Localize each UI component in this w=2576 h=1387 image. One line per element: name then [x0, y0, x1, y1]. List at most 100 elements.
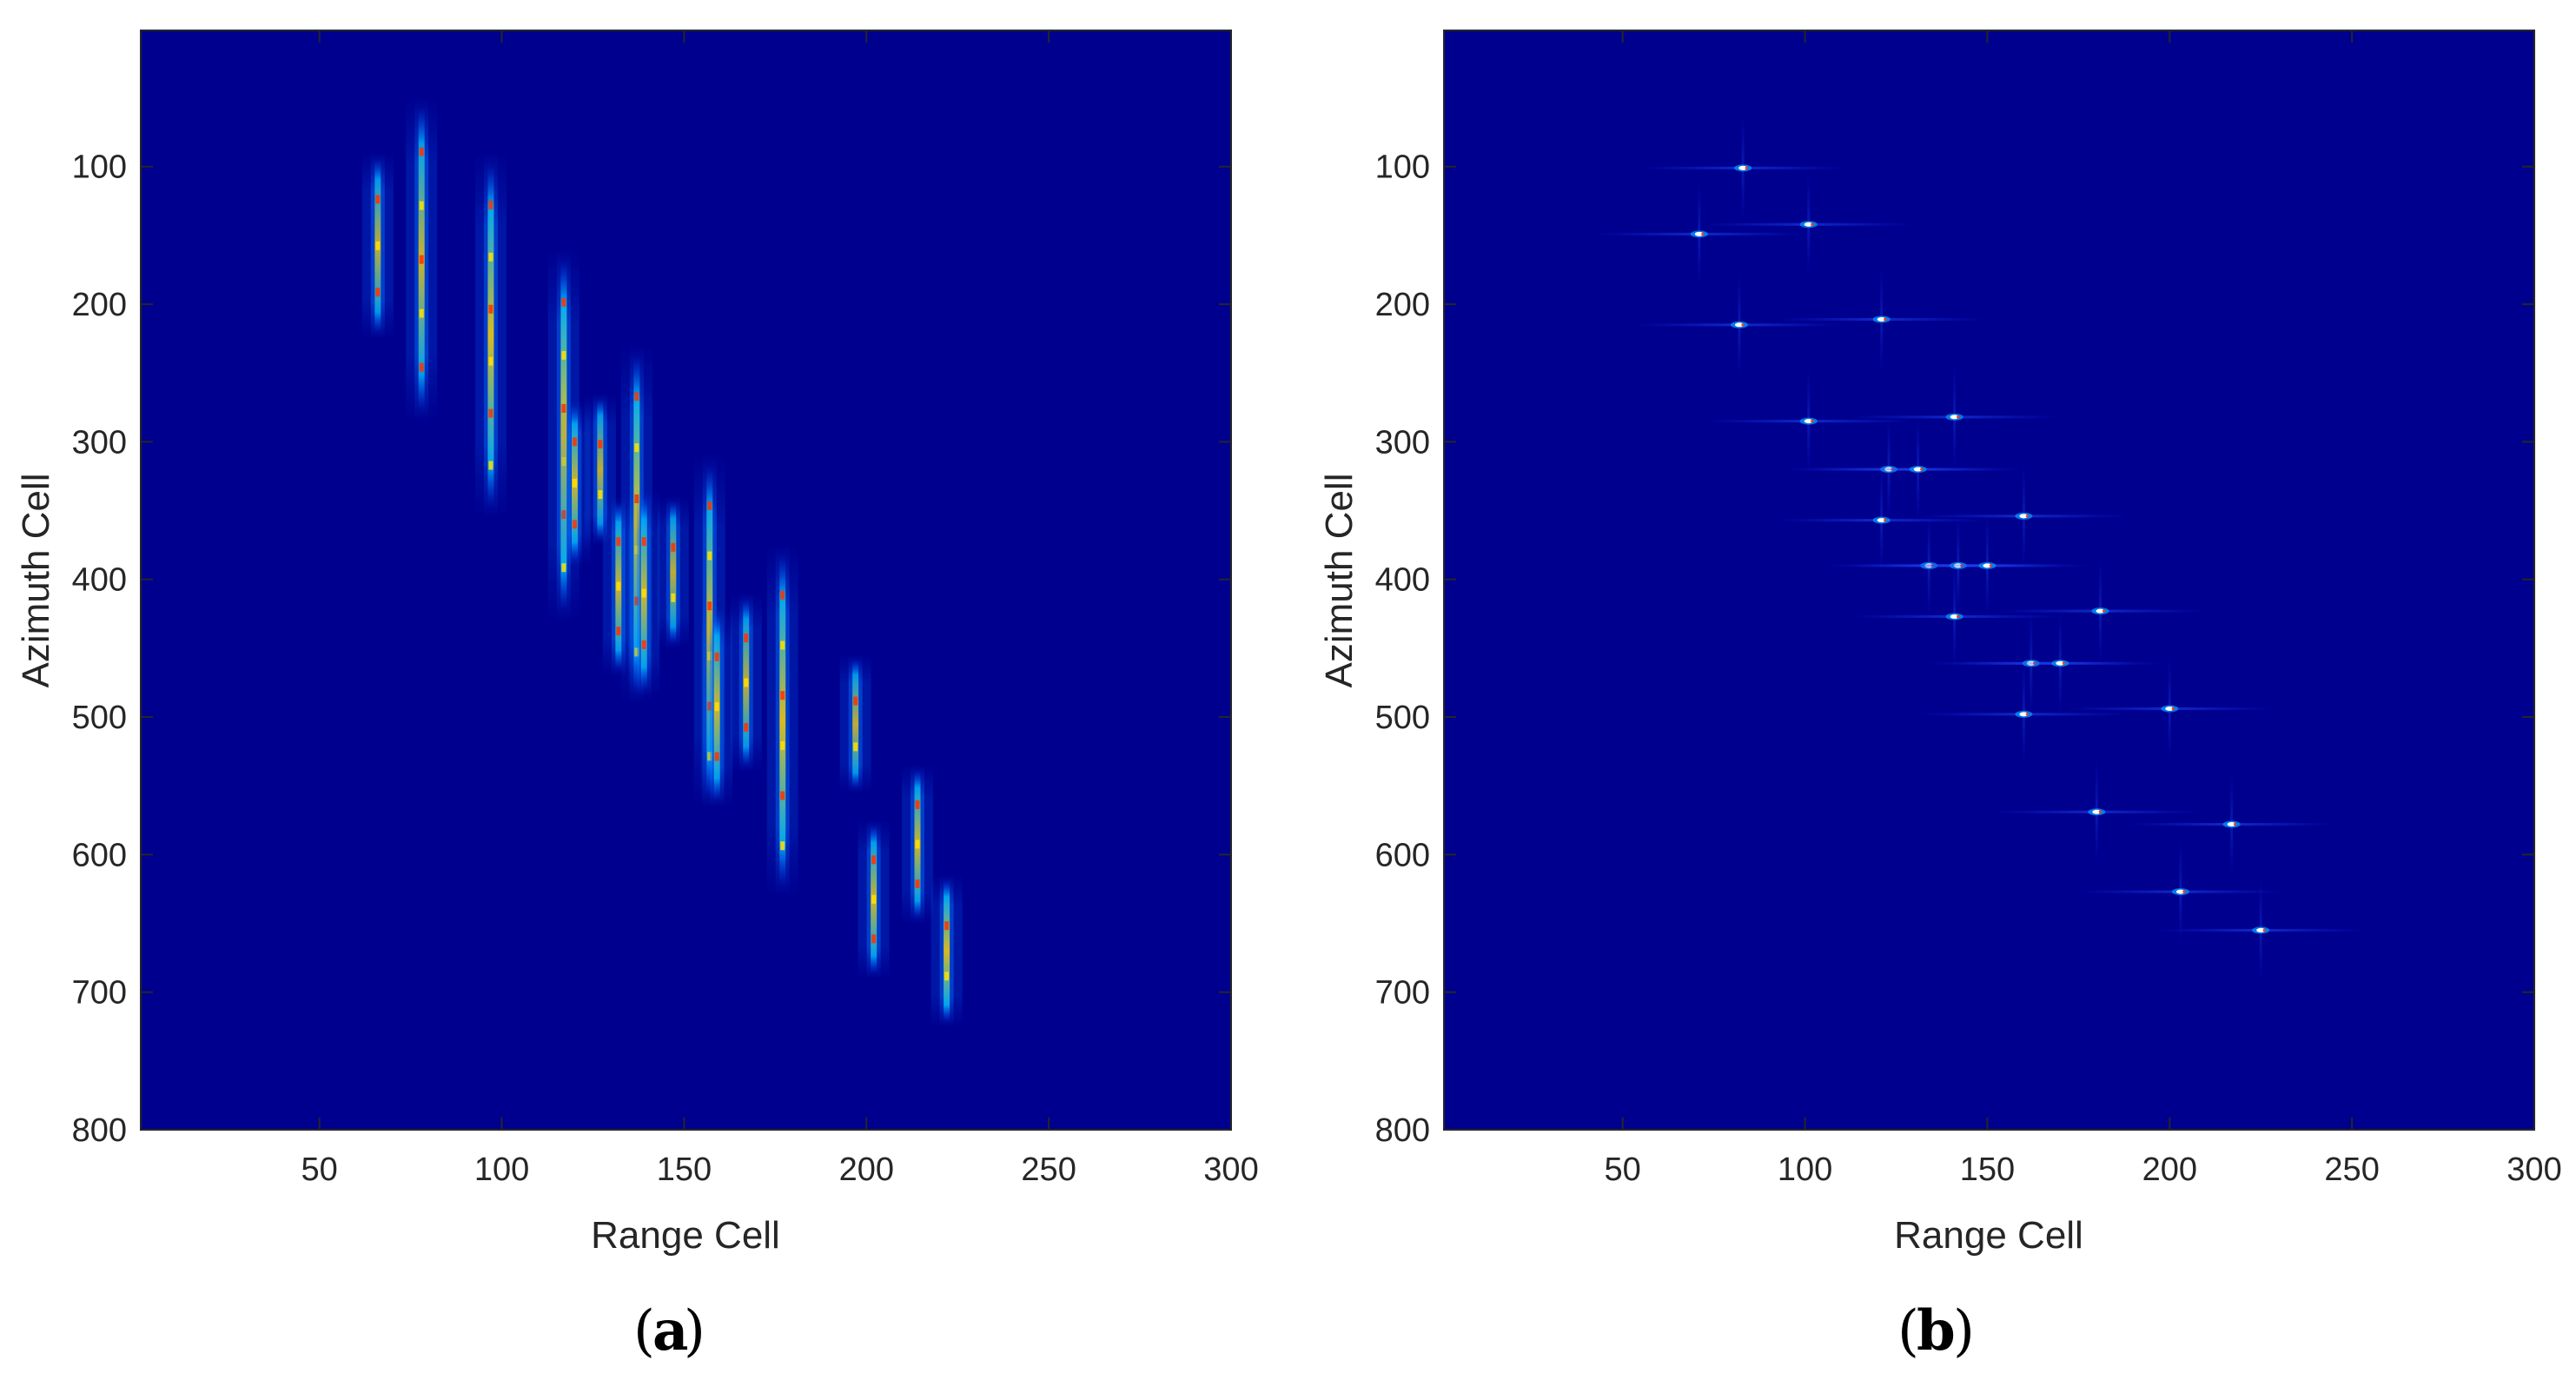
- streak-core: [852, 659, 859, 789]
- streak-hotspot: [671, 593, 676, 602]
- point-target: [1950, 614, 1959, 619]
- y-tick-label: 800: [72, 1112, 127, 1149]
- streak-hotspot: [744, 678, 749, 687]
- streak-hotspot: [853, 696, 858, 706]
- point-peak: [2102, 609, 2106, 613]
- heatmap-panel-a: 50 100 150 200 250 300 100 200 300 400 500 600 700 8…: [15, 30, 1259, 1364]
- point-target: [2019, 712, 2029, 717]
- point-peak: [1989, 564, 1993, 567]
- y-tick-label: 200: [1375, 287, 1430, 323]
- streak-hotspot: [616, 581, 621, 591]
- streak-hotspot: [671, 542, 676, 552]
- streak-hotspot: [419, 255, 424, 264]
- streak-hotspot: [714, 752, 719, 761]
- caption-close-paren-b: ): [1953, 1299, 1975, 1364]
- x-tick-label: 200: [2142, 1151, 2197, 1188]
- point-peak: [1884, 519, 1887, 522]
- streak-hotspot: [707, 551, 712, 561]
- y-tick-label: 300: [72, 424, 127, 461]
- streak-hotspot: [598, 440, 603, 449]
- streak-hotspot: [871, 934, 877, 944]
- streak-hotspot: [944, 921, 950, 931]
- streak-hotspot: [915, 840, 920, 849]
- point-peak: [1741, 323, 1745, 327]
- y-axis-label-b: Azimuth Cell: [1318, 474, 1361, 688]
- caption-letter-a: a: [652, 1298, 688, 1364]
- streak-hotspot: [780, 791, 785, 800]
- y-tick-label: 600: [72, 837, 127, 873]
- point-target: [1983, 563, 1992, 568]
- x-tick-label: 300: [2506, 1151, 2561, 1188]
- streak-hotspot: [634, 392, 639, 402]
- y-tick-label: 400: [72, 562, 127, 599]
- x-tick-label: 150: [1960, 1151, 2015, 1188]
- streak-marks-a: [361, 97, 963, 1027]
- point-peak: [1745, 166, 1748, 169]
- streak-hotspot: [488, 408, 493, 418]
- streak-hotspot: [871, 855, 877, 865]
- streak-hotspot: [572, 478, 577, 488]
- streak-hotspot: [853, 742, 858, 752]
- x-tick-label: 50: [1605, 1151, 1641, 1188]
- point-peak: [2098, 810, 2102, 813]
- point-peak: [1811, 420, 1814, 423]
- streak-hotspot: [780, 590, 785, 600]
- streak-hotspot: [598, 490, 603, 500]
- point-peak: [1811, 222, 1814, 226]
- point-peak: [2025, 514, 2029, 518]
- plot-area-b: [1444, 30, 2534, 1130]
- x-tick-label: 200: [839, 1151, 894, 1188]
- point-peak: [1957, 415, 1960, 419]
- streak-hotspot: [744, 633, 749, 642]
- streak-hotspot: [488, 304, 493, 314]
- streak-hotspot: [488, 461, 493, 470]
- x-axis-label-b: Range Cell: [1894, 1214, 2083, 1257]
- streak-hotspot: [780, 841, 785, 851]
- streak-hotspot: [707, 501, 712, 510]
- point-target: [1877, 518, 1886, 523]
- caption-open-paren-a: (: [633, 1299, 655, 1364]
- streak-hotspot: [561, 563, 566, 573]
- point-peak: [1920, 468, 1924, 471]
- point-peak: [2182, 890, 2186, 893]
- point-target: [1950, 415, 1959, 420]
- x-tick-label: 150: [657, 1151, 712, 1188]
- streak-hotspot: [915, 800, 920, 809]
- caption-open-paren-b: (: [1897, 1299, 1919, 1364]
- point-peak: [2062, 661, 2065, 665]
- streak-hotspot: [744, 722, 749, 732]
- point-peak: [1701, 232, 1705, 236]
- streak-hotspot: [641, 588, 646, 598]
- y-tick-label: 500: [1375, 700, 1430, 736]
- x-tick-label: 50: [301, 1151, 338, 1188]
- caption-a: ( a ): [633, 1298, 705, 1364]
- point-peak: [2234, 822, 2237, 826]
- x-axis-label-a: Range Cell: [591, 1214, 780, 1257]
- streak-hotspot: [616, 537, 621, 547]
- x-ticks-b: 50 100 150 200 250 300: [1605, 30, 2562, 1188]
- streak-hotspot: [780, 691, 785, 700]
- caption-letter-b: b: [1917, 1298, 1956, 1364]
- point-target: [2096, 608, 2105, 614]
- point-target: [2092, 809, 2102, 814]
- streak-hotspot: [915, 879, 920, 888]
- point-target: [1694, 231, 1704, 236]
- x-ticks-a: 50 100 150 200 250 300: [301, 30, 1259, 1188]
- point-peak: [2171, 707, 2175, 711]
- point-target: [1804, 222, 1813, 227]
- streak-hotspot: [419, 147, 424, 156]
- streak-hotspot: [714, 652, 719, 661]
- streak-hotspot: [780, 640, 785, 650]
- x-tick-label: 250: [1021, 1151, 1076, 1188]
- point-target: [2019, 514, 2029, 519]
- y-tick-label: 100: [72, 149, 127, 186]
- y-tick-label: 300: [1375, 424, 1430, 461]
- point-target: [1738, 165, 1748, 170]
- point-target: [1734, 322, 1744, 328]
- y-tick-label: 500: [72, 700, 127, 736]
- y-ticks-b: 100 200 300 400 500 600 700 800: [1375, 149, 2534, 1149]
- streak-hotspot: [419, 309, 424, 318]
- point-target: [2227, 822, 2236, 827]
- point-target: [1804, 419, 1813, 424]
- y-tick-label: 700: [72, 975, 127, 1012]
